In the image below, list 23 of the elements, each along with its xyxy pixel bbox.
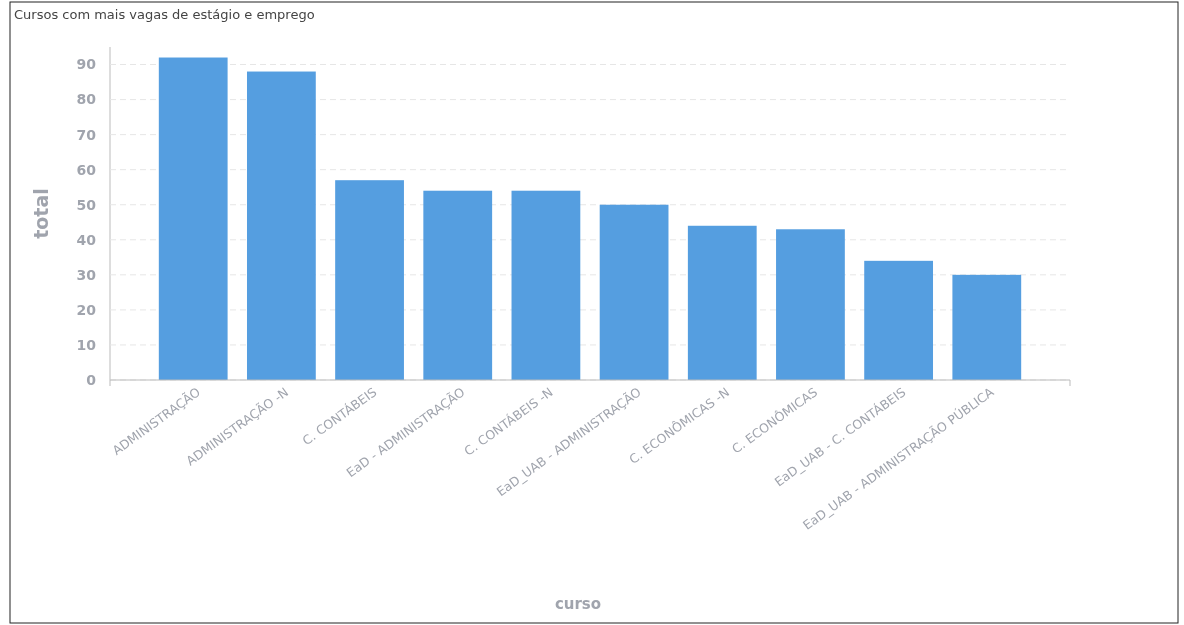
y-tick-label: 20 bbox=[76, 301, 97, 318]
x-axis-title: curso bbox=[554, 595, 602, 613]
bar bbox=[158, 57, 228, 380]
y-tick-label: 80 bbox=[76, 91, 97, 108]
y-tick-label: 40 bbox=[76, 231, 97, 248]
bar bbox=[246, 71, 316, 380]
y-axis-title: total bbox=[30, 188, 52, 239]
bar bbox=[687, 225, 757, 380]
y-tick-label: 70 bbox=[76, 126, 97, 143]
y-tick-label: 60 bbox=[76, 161, 97, 178]
chart-title: Cursos com mais vagas de estágio e emprego bbox=[14, 7, 315, 22]
bar bbox=[511, 190, 581, 380]
y-tick-label: 10 bbox=[76, 336, 97, 353]
y-tick-label: 90 bbox=[76, 56, 97, 73]
bar bbox=[952, 274, 1022, 380]
y-tick-label: 0 bbox=[86, 371, 97, 388]
bar bbox=[335, 180, 404, 380]
bar bbox=[864, 260, 934, 380]
bar bbox=[423, 190, 493, 380]
y-tick-label: 50 bbox=[76, 196, 97, 213]
bar bbox=[776, 229, 845, 380]
bar bbox=[599, 204, 669, 380]
y-tick-label: 30 bbox=[76, 266, 97, 283]
